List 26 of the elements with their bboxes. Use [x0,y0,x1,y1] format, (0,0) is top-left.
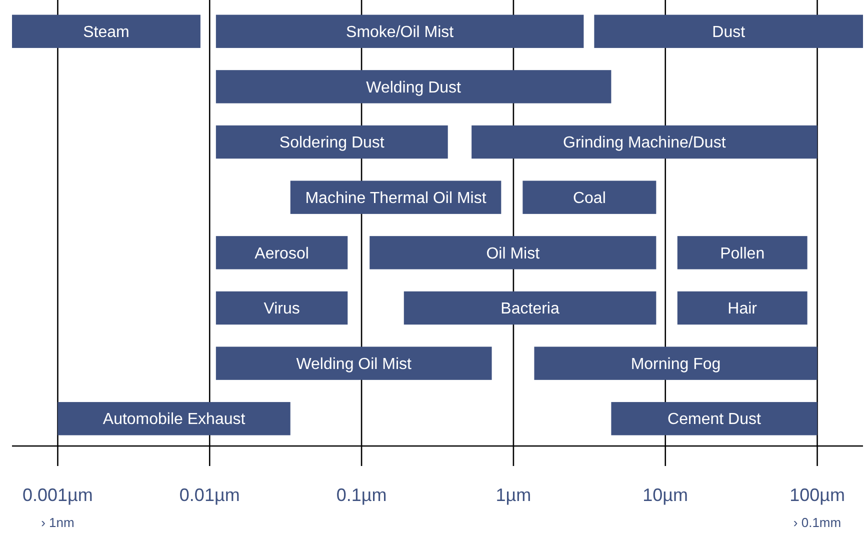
series-label: Welding Dust [366,79,462,96]
series-label: Aerosol [254,245,309,262]
text: › 0.1mm [793,515,842,530]
series-label: Morning Fog [630,356,721,373]
series-label: Steam [83,24,130,41]
series-label: Oil Mist [486,245,540,262]
series-label: Automobile Exhaust [102,411,246,428]
series-label: Dust [712,24,746,41]
x-tick-label: 0.1µm [336,485,387,505]
series-label: Grinding Machine/Dust [563,134,726,152]
series-label: Hair [728,300,758,318]
series-label: Coal [572,190,606,207]
x-tick-label: 0.01µm [179,485,240,505]
series-label: Virus [264,300,300,318]
x-tick-label: 100µm [790,485,845,505]
x-tick-label: 0.001µm [22,485,93,505]
x-tick-label: 10µm [642,485,688,505]
series-label: Welding Oil Mist [296,356,412,373]
series-label: Pollen [720,245,765,262]
text: › 1nm [41,515,74,530]
series-label: Cement Dust [668,411,762,428]
series-label: Soldering Dust [279,134,385,152]
x-tick-label: 1µm [496,485,532,505]
series-label: Machine Thermal Oil Mist [305,190,487,207]
series-label: Bacteria [500,300,560,318]
series-label: Smoke/Oil Mist [346,24,454,41]
